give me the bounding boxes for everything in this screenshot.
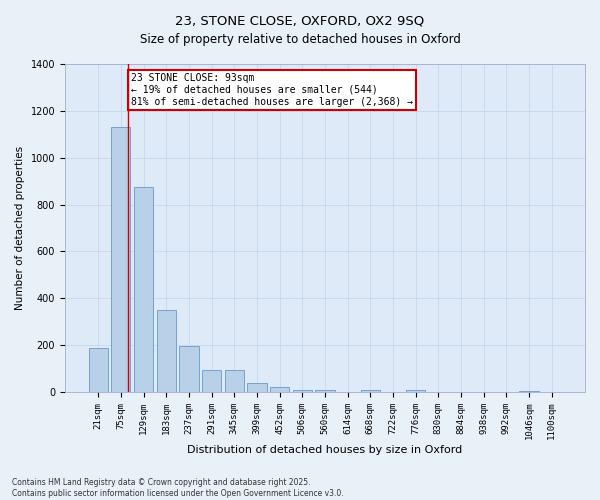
Bar — [361, 390, 380, 392]
Bar — [111, 128, 130, 392]
Text: Size of property relative to detached houses in Oxford: Size of property relative to detached ho… — [140, 32, 460, 46]
Bar — [247, 382, 266, 392]
Text: Contains HM Land Registry data © Crown copyright and database right 2025.
Contai: Contains HM Land Registry data © Crown c… — [12, 478, 344, 498]
Bar — [270, 388, 289, 392]
Y-axis label: Number of detached properties: Number of detached properties — [15, 146, 25, 310]
Bar — [406, 390, 425, 392]
Bar — [134, 187, 153, 392]
Bar — [202, 370, 221, 392]
Text: 23, STONE CLOSE, OXFORD, OX2 9SQ: 23, STONE CLOSE, OXFORD, OX2 9SQ — [175, 15, 425, 28]
Bar — [316, 390, 335, 392]
Bar — [293, 390, 312, 392]
X-axis label: Distribution of detached houses by size in Oxford: Distribution of detached houses by size … — [187, 445, 463, 455]
Bar — [157, 310, 176, 392]
Text: 23 STONE CLOSE: 93sqm
← 19% of detached houses are smaller (544)
81% of semi-det: 23 STONE CLOSE: 93sqm ← 19% of detached … — [131, 74, 413, 106]
Bar — [179, 346, 199, 392]
Bar — [224, 370, 244, 392]
Bar — [89, 348, 108, 392]
